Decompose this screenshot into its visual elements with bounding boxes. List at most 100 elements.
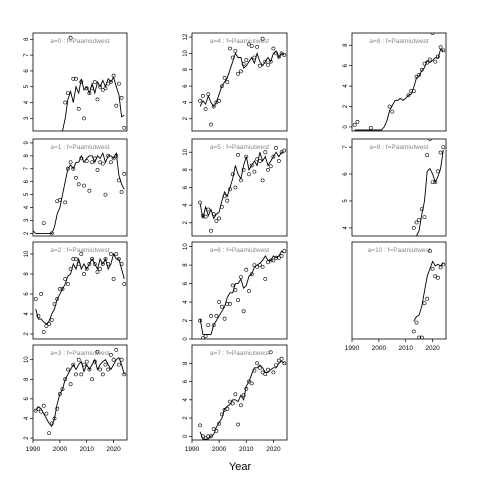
observation-point: [106, 262, 111, 266]
observation-point: [266, 63, 270, 67]
observation-point: [36, 406, 41, 411]
observation-point: [209, 313, 213, 318]
x-tick-label: 2020: [106, 446, 121, 453]
observation-point: [66, 166, 70, 171]
observation-point: [233, 49, 238, 53]
observation-point: [233, 288, 238, 292]
observation-point: [200, 94, 205, 98]
observation-point: [122, 282, 127, 286]
y-tick-label: 4: [24, 416, 30, 420]
panel-3: a=1 : f=Paamiutwest 2 3 4 5 6 7 8 9: [24, 138, 128, 237]
observation-point: [87, 367, 92, 372]
observation-point: [109, 160, 113, 165]
observation-point: [263, 150, 268, 155]
observation-point: [260, 36, 265, 41]
observation-point: [276, 159, 281, 163]
observation-point: [433, 180, 438, 185]
x-axis-label: Year: [229, 461, 252, 473]
observation-point: [68, 160, 73, 165]
observation-point: [257, 159, 262, 163]
y-tick-label: 3: [24, 218, 30, 222]
panel-title: a=3 : f=Paamiutwest: [50, 350, 109, 357]
observation-point: [271, 370, 276, 375]
observation-point: [255, 157, 260, 162]
y-tick-label: 2: [183, 318, 189, 322]
observation-point: [255, 264, 260, 269]
observation-point: [214, 100, 219, 105]
observation-point: [430, 266, 435, 271]
observation-point: [111, 73, 116, 78]
observation-point: [106, 153, 111, 158]
observation-point: [63, 377, 68, 382]
observation-point: [238, 178, 243, 183]
y-tick-label: 4: [24, 312, 30, 316]
observation-point: [200, 434, 205, 439]
observation-point: [274, 363, 279, 368]
x-tick-label: 1990: [185, 446, 200, 453]
y-tick-label: 6: [24, 69, 30, 73]
observation-point: [279, 51, 284, 56]
y-tick-label: 5: [24, 192, 30, 196]
observation-point: [44, 411, 49, 416]
observation-point: [119, 262, 124, 266]
observation-point: [98, 367, 103, 372]
observation-point: [66, 367, 70, 372]
observation-point: [109, 252, 113, 256]
panel-1: a=4 : f=Paamiutwest 2 4 6 8 10 12: [183, 32, 288, 132]
observation-point: [257, 263, 262, 268]
panel-8: a=10 : f=Paamiutwest 1990 2000 2010 2020: [345, 241, 447, 352]
x-tick-label: 2010: [398, 345, 413, 352]
x-tick-label: 1990: [345, 345, 360, 352]
observation-point: [90, 257, 95, 261]
observation-point: [114, 347, 119, 352]
observation-point: [252, 368, 257, 373]
panel-frame: [191, 344, 288, 441]
observation-point: [225, 80, 230, 84]
fitted-line: [199, 250, 285, 335]
observation-point: [274, 255, 279, 260]
observation-point: [90, 377, 95, 382]
observation-point: [122, 125, 127, 130]
observation-point: [217, 98, 222, 103]
observation-point: [279, 253, 284, 258]
y-tick-label: 10: [24, 250, 30, 257]
fitted-line: [199, 151, 285, 220]
observation-point: [198, 318, 203, 323]
observation-point: [109, 80, 113, 84]
observation-point: [425, 296, 430, 301]
observation-point: [211, 323, 216, 328]
observation-point: [36, 314, 41, 318]
panel-frame: [351, 241, 447, 340]
observation-point: [203, 436, 208, 440]
observation-point: [74, 175, 78, 180]
observation-point: [282, 148, 287, 153]
observation-point: [60, 287, 65, 291]
observation-point: [84, 86, 89, 91]
observation-point: [263, 277, 268, 281]
observation-point: [90, 86, 95, 91]
panel-frame: [351, 32, 447, 132]
panel-frame: [191, 241, 288, 340]
observation-point: [252, 263, 257, 268]
observation-point: [411, 89, 416, 94]
observation-point: [238, 275, 243, 280]
panel-9: a=3 : f=Paamiutwest 2 4 6 8 10 1990 2000 2010 202…: [24, 344, 128, 453]
observation-point: [33, 408, 38, 413]
observation-point: [87, 91, 92, 96]
observation-point: [230, 172, 235, 177]
observation-point: [49, 231, 54, 236]
observation-point: [230, 55, 235, 60]
observation-point: [103, 362, 108, 367]
observation-point: [79, 80, 84, 84]
observation-point: [422, 301, 427, 306]
fitted-line: [199, 360, 285, 440]
observation-point: [106, 81, 111, 86]
observation-point: [236, 71, 241, 76]
y-tick-label: 6: [183, 185, 189, 189]
panel-frame: [32, 138, 128, 237]
panel-title: a=9 : f=Paamiutwest: [369, 144, 428, 151]
observation-point: [233, 392, 238, 397]
observation-point: [276, 54, 281, 59]
observation-point: [111, 357, 116, 362]
